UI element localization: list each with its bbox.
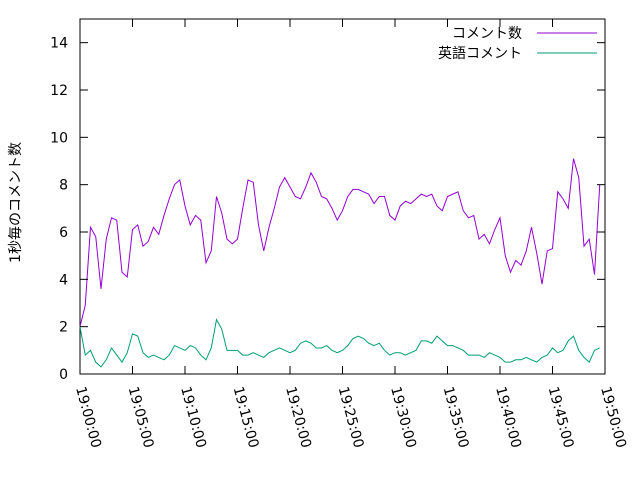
series-layer — [79, 158, 601, 368]
legend-label: 英語コメント — [438, 45, 522, 62]
x-tick-label: 19:05:00 — [125, 385, 157, 450]
x-tick-label: 19:40:00 — [492, 385, 524, 450]
x-tick-label: 19:00:00 — [72, 385, 104, 450]
y-axis-ticks: 0 2 4 6 8 10 12 14 — [50, 36, 605, 383]
y-tick-label: 4 — [59, 272, 68, 288]
x-tick-label: 19:45:00 — [545, 385, 577, 450]
x-tick-label: 19:10:00 — [177, 385, 209, 450]
x-tick-label: 19:35:00 — [440, 385, 472, 450]
plot-frame — [79, 18, 606, 375]
series-line-2 — [79, 318, 600, 368]
x-tick-label: 19:25:00 — [335, 385, 367, 450]
legend-label: コメント数 — [452, 26, 522, 42]
y-tick-label: 0 — [59, 367, 68, 383]
y-tick-label: 2 — [59, 320, 68, 336]
x-axis-ticks: 19:00:00 19:05:00 19:10:00 19:15:00 19:20:00… — [72, 19, 629, 450]
y-tick-label: 10 — [50, 130, 68, 146]
y-axis-label: 1秒毎のコメント数 — [8, 142, 24, 263]
x-tick-label: 19:30:00 — [387, 385, 419, 450]
y-tick-label: 8 — [59, 178, 68, 194]
series-line-1 — [79, 158, 601, 327]
x-tick-label: 19:50:00 — [597, 385, 629, 450]
y-tick-label: 12 — [50, 83, 68, 99]
y-tick-label: 6 — [59, 225, 68, 241]
x-tick-label: 19:20:00 — [282, 385, 314, 450]
plot-area — [79, 18, 606, 375]
y-tick-label: 14 — [50, 36, 68, 52]
x-tick-label: 19:15:00 — [230, 385, 262, 450]
